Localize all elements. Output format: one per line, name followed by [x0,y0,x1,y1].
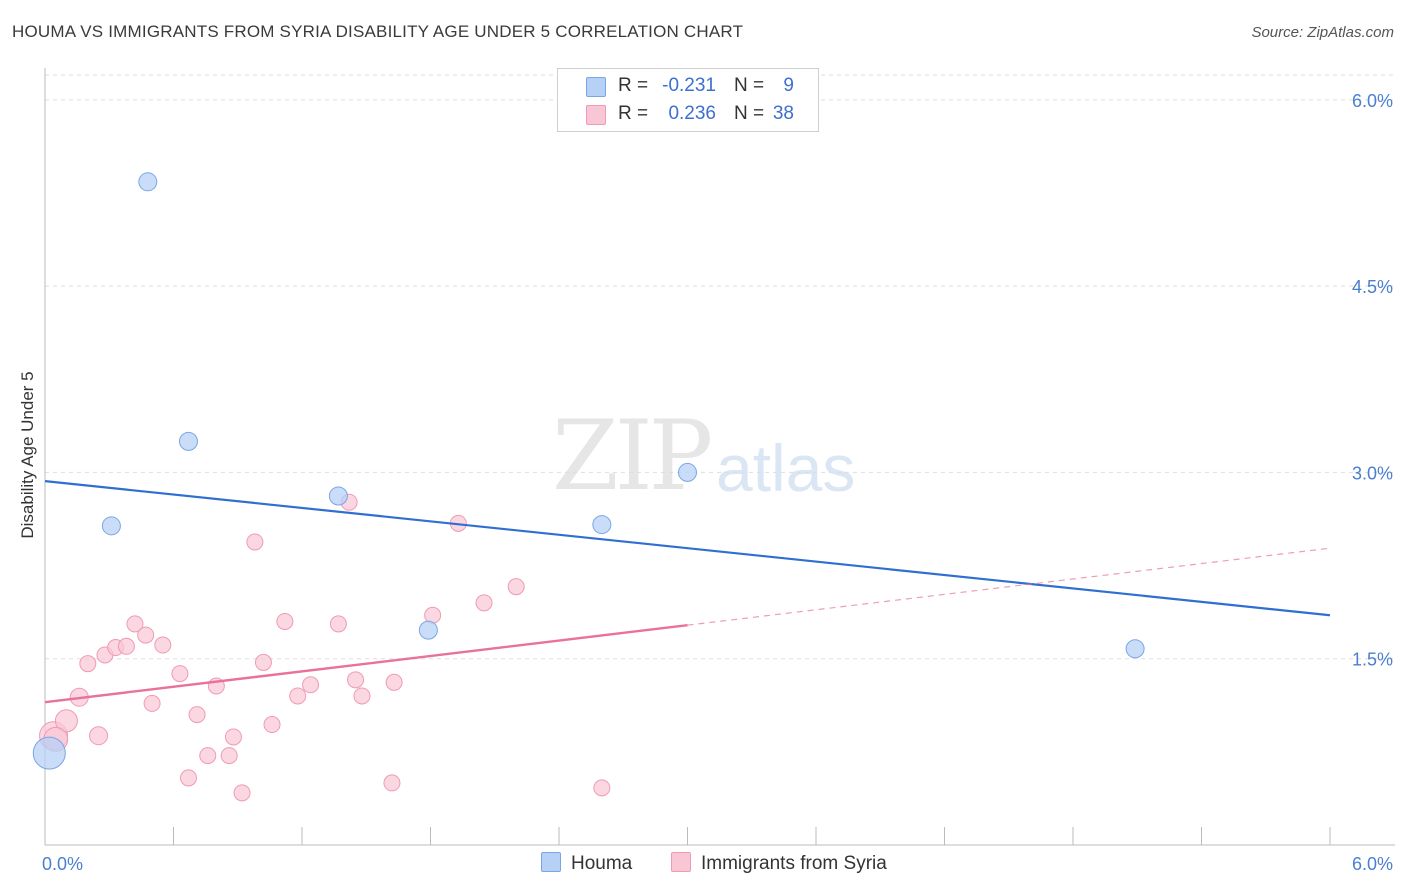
syria-trendline [44,623,688,704]
syria-point [171,665,189,683]
x-tick-label: 6.0% [1352,854,1393,874]
syria-point [199,747,217,765]
bottom-houma-swatch [541,852,561,872]
watermark-zip: ZIP [552,400,713,512]
source-label: Source: ZipAtlas.com [1251,24,1394,41]
houma-point [101,516,121,536]
syria-point [276,612,294,630]
houma-n-label: N = [734,75,765,96]
syria-point [89,726,109,746]
watermark-atlas: atlas [716,431,856,505]
bottom-syria-swatch [671,852,691,872]
bottom-legend-houma: Houma [541,852,632,875]
syria-n-value: 38 [772,103,794,124]
syria-point [220,747,238,765]
chart-title: HOUMA VS IMMIGRANTS FROM SYRIA DISABILIT… [12,22,744,41]
houma-point [678,462,697,482]
syria-point [475,594,493,612]
houma-r-value: -0.231 [662,75,716,96]
syria-point [383,774,401,792]
houma-point [178,431,198,451]
syria-point [79,655,97,673]
syria-point [329,615,347,633]
syria-point [137,626,155,644]
bottom-legend-syria: Immigrants from Syria [671,852,887,875]
houma-point [592,515,612,535]
houma-trendline [44,480,1331,617]
houma-n-value: 9 [783,75,794,96]
x-tick-label: 0.0% [42,854,83,874]
houma-point [1125,639,1145,659]
bottom-houma-label: Houma [571,853,633,874]
syria-point [143,694,161,712]
syria-point [179,769,197,787]
syria-point [347,671,365,689]
houma-point [32,736,66,770]
syria-point [126,615,144,633]
houma-swatch [586,77,606,97]
syria-point [54,709,78,733]
y-tick-label: 4.5% [1352,277,1393,297]
syria-point [593,779,611,797]
syria-swatch [586,105,606,125]
legend: R = -0.231 N = 9 R = 0.236 N = 38 [557,68,819,132]
houma-point [328,486,348,506]
legend-row-syria: R = 0.236 N = 38 [558,101,818,129]
y-tick-label: 3.0% [1352,463,1393,483]
syria-r-value: 0.236 [668,103,716,124]
syria-point [507,578,525,596]
syria-point [263,716,281,734]
houma-point [138,172,158,192]
syria-n-label: N = [734,103,765,124]
syria-point [117,637,135,655]
houma-point [418,620,438,640]
syria-point [246,533,264,551]
syria-point [154,636,172,654]
y-tick-label: 6.0% [1352,91,1393,111]
legend-row-houma: R = -0.231 N = 9 [558,73,818,101]
syria-point [254,653,272,671]
syria-trendline-extension [687,547,1331,626]
bottom-syria-label: Immigrants from Syria [701,853,887,874]
syria-point [302,676,320,694]
syria-point [289,687,307,705]
syria-point [188,706,206,724]
y-tick-label: 1.5% [1352,650,1393,670]
houma-r-label: R = [618,75,649,96]
syria-point [233,784,251,802]
syria-point [224,728,242,746]
syria-point [353,687,371,705]
syria-point [385,673,403,691]
syria-r-label: R = [618,103,649,124]
